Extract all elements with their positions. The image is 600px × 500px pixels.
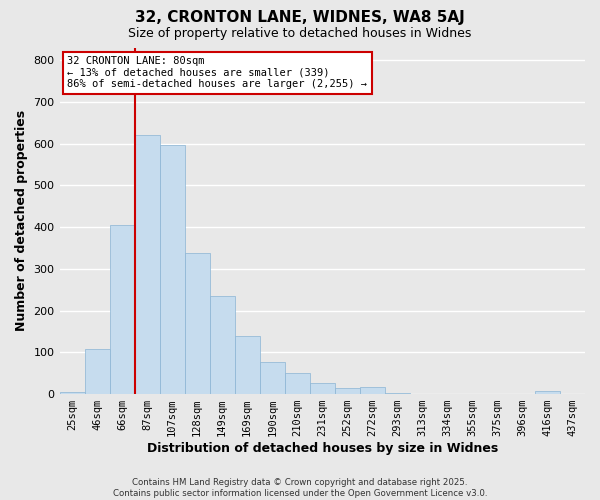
Bar (85, 349, 110, 394)
Bar (285, 373, 310, 394)
Text: 32, CRONTON LANE, WIDNES, WA8 5AJ: 32, CRONTON LANE, WIDNES, WA8 5AJ (135, 10, 465, 25)
Bar (535, 391, 560, 394)
Bar (134, 135, 160, 394)
Bar (385, 393, 410, 394)
Bar (185, 253, 209, 394)
Bar (110, 225, 134, 394)
Bar (235, 336, 260, 394)
Y-axis label: Number of detached properties: Number of detached properties (15, 110, 28, 332)
Bar (335, 388, 360, 394)
Text: Size of property relative to detached houses in Widnes: Size of property relative to detached ho… (128, 28, 472, 40)
Bar (260, 362, 285, 394)
Bar (59, 392, 85, 394)
Bar (310, 383, 335, 394)
Text: 32 CRONTON LANE: 80sqm
← 13% of detached houses are smaller (339)
86% of semi-de: 32 CRONTON LANE: 80sqm ← 13% of detached… (67, 56, 367, 90)
Bar (360, 388, 385, 394)
Bar (160, 145, 185, 394)
X-axis label: Distribution of detached houses by size in Widnes: Distribution of detached houses by size … (146, 442, 498, 455)
Text: Contains HM Land Registry data © Crown copyright and database right 2025.
Contai: Contains HM Land Registry data © Crown c… (113, 478, 487, 498)
Bar (209, 296, 235, 394)
